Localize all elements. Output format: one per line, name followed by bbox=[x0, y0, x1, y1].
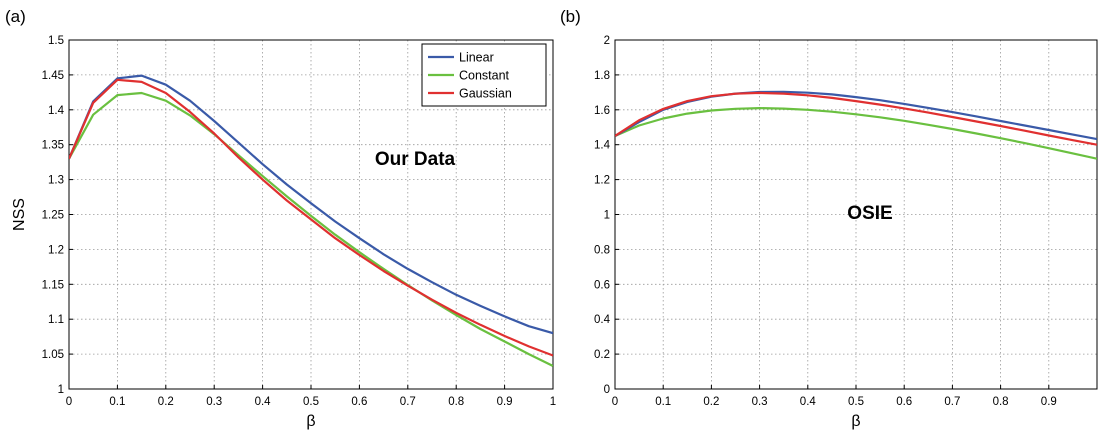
legend: Linear Constant Gaussian bbox=[421, 43, 547, 107]
panel-label: (a) bbox=[5, 7, 26, 26]
x-tick-label: 0.8 bbox=[448, 396, 464, 408]
x-tick-label: 0.2 bbox=[703, 396, 719, 408]
series-line-constant bbox=[69, 91, 553, 367]
y-tick-label: 1.4 bbox=[594, 140, 611, 152]
panel-label: (b) bbox=[560, 7, 581, 26]
y-tick-label: 1.2 bbox=[594, 175, 610, 187]
x-tick-label: 0.4 bbox=[255, 396, 272, 408]
x-tick-label: 0.3 bbox=[752, 396, 768, 408]
series-line-gaussian bbox=[69, 78, 553, 357]
y-axis-label: NSS bbox=[11, 198, 28, 231]
x-tick-label: 0.9 bbox=[1041, 396, 1057, 408]
x-tick-label: 0.1 bbox=[655, 396, 671, 408]
x-tick-label: 0.7 bbox=[944, 396, 960, 408]
y-tick-label: 2 bbox=[604, 35, 610, 47]
x-tick-label: 0.1 bbox=[109, 396, 125, 408]
chart-annotation: OSIE bbox=[847, 203, 892, 224]
legend-entry: Linear bbox=[459, 51, 494, 65]
y-tick-label: 0.4 bbox=[594, 314, 611, 326]
x-tick-label: 0.9 bbox=[497, 396, 513, 408]
x-tick-label: 0.5 bbox=[303, 396, 319, 408]
y-tick-label: 0.6 bbox=[594, 279, 610, 291]
y-tick-label: 0.8 bbox=[594, 244, 610, 256]
y-tick-label: 1 bbox=[604, 210, 610, 222]
series-line-linear bbox=[69, 74, 553, 335]
x-tick-label: 0 bbox=[612, 396, 618, 408]
x-tick-label: 0.7 bbox=[400, 396, 416, 408]
y-tick-label: 1.6 bbox=[594, 105, 610, 117]
chart-annotation: Our Data bbox=[375, 149, 456, 170]
legend-entry: Constant bbox=[459, 69, 510, 83]
y-tick-label: 1.35 bbox=[42, 140, 64, 152]
y-tick-label: 1.15 bbox=[42, 279, 64, 291]
x-tick-label: 0.4 bbox=[800, 396, 817, 408]
series-line-red bbox=[615, 91, 1097, 146]
x-tick-label: 0.6 bbox=[351, 396, 367, 408]
series-line-green bbox=[615, 107, 1097, 160]
legend-entry: Gaussian bbox=[459, 87, 512, 101]
y-tick-label: 1 bbox=[58, 384, 64, 396]
x-axis-label: β bbox=[306, 413, 315, 430]
panel-b: (b) 0 0.1 0.2 0.3 0.4 0.5 0.6 0.7 0.8 0.9 0 0.2 0.4 0.… bbox=[560, 7, 1098, 430]
x-tick-label: 1 bbox=[550, 396, 556, 408]
y-tick-label: 1.4 bbox=[48, 105, 65, 117]
y-tick-label: 0 bbox=[604, 384, 610, 396]
x-tick-label: 0.5 bbox=[848, 396, 864, 408]
x-tick-label: 0.8 bbox=[993, 396, 1009, 408]
y-tick-label: 1.8 bbox=[594, 70, 610, 82]
x-axis-label: β bbox=[851, 413, 860, 430]
x-tick-label: 0.2 bbox=[158, 396, 174, 408]
x-tick-label: 0.6 bbox=[896, 396, 912, 408]
y-tick-label: 1.2 bbox=[48, 244, 64, 256]
x-tick-label: 0.3 bbox=[206, 396, 222, 408]
y-tick-label: 0.2 bbox=[594, 349, 610, 361]
panel-a: (a) 0 0.1 0.2 0.3 0.4 0.5 0.6 0.7 0.8 0.9 1 1 1.05 1.1… bbox=[5, 7, 556, 430]
x-tick-label: 0 bbox=[66, 396, 72, 408]
y-tick-label: 1.3 bbox=[48, 175, 64, 187]
y-tick-label: 1.1 bbox=[48, 314, 64, 326]
y-tick-label: 1.45 bbox=[42, 70, 64, 82]
y-tick-label: 1.5 bbox=[48, 35, 64, 47]
y-tick-label: 1.25 bbox=[42, 210, 64, 222]
y-tick-label: 1.05 bbox=[42, 349, 64, 361]
